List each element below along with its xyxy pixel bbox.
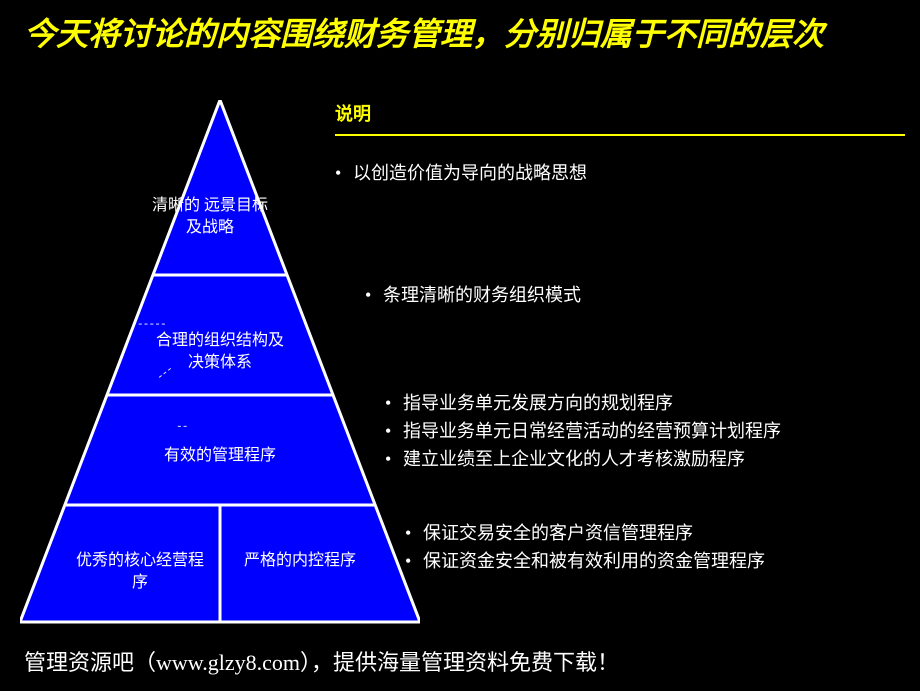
bullet-item: 指导业务单元发展方向的规划程序 <box>385 390 781 418</box>
bullet-block-4: 保证交易安全的客户资信管理程序 保证资金安全和被有效利用的资金管理程序 <box>405 520 765 576</box>
bullet-block-2: 条理清晰的财务组织模式 <box>365 282 581 310</box>
footer-text: 管理资源吧（www.glzy8.com），提供海量管理资料免费下载！ <box>24 645 619 677</box>
slide-title: 今天将讨论的内容围绕财务管理，分别归属于不同的层次 <box>24 14 896 54</box>
bullet-item: 以创造价值为导向的战略思想 <box>335 160 587 188</box>
pyramid-level-2-label: 合理的组织结构及决策体系 <box>150 330 290 373</box>
bullet-item: 指导业务单元日常经营活动的经营预算计划程序 <box>385 418 781 446</box>
explanation-heading: 说明 <box>335 100 910 126</box>
pyramid-level-1-label: 清晰的 远景目标及战略 <box>150 195 270 238</box>
explanation-rule <box>335 134 905 136</box>
pyramid-level-4-right-label: 严格的内控程序 <box>235 550 365 572</box>
bullet-block-3: 指导业务单元发展方向的规划程序 指导业务单元日常经营活动的经营预算计划程序 建立… <box>385 390 781 474</box>
pyramid-level-3-label: 有效的管理程序 <box>130 445 310 467</box>
bullet-item: 条理清晰的财务组织模式 <box>365 282 581 310</box>
explanation-column: 说明 以创造价值为导向的战略思想 条理清晰的财务组织模式 指导业务单元发展方向的… <box>335 100 910 164</box>
pyramid-level-4-left-label: 优秀的核心经营程序 <box>75 550 205 593</box>
bullet-block-1: 以创造价值为导向的战略思想 <box>335 160 587 188</box>
bullet-item: 保证交易安全的客户资信管理程序 <box>405 520 765 548</box>
bullet-item: 保证资金安全和被有效利用的资金管理程序 <box>405 548 765 576</box>
bullet-item: 建立业绩至上企业文化的人才考核激励程序 <box>385 446 781 474</box>
